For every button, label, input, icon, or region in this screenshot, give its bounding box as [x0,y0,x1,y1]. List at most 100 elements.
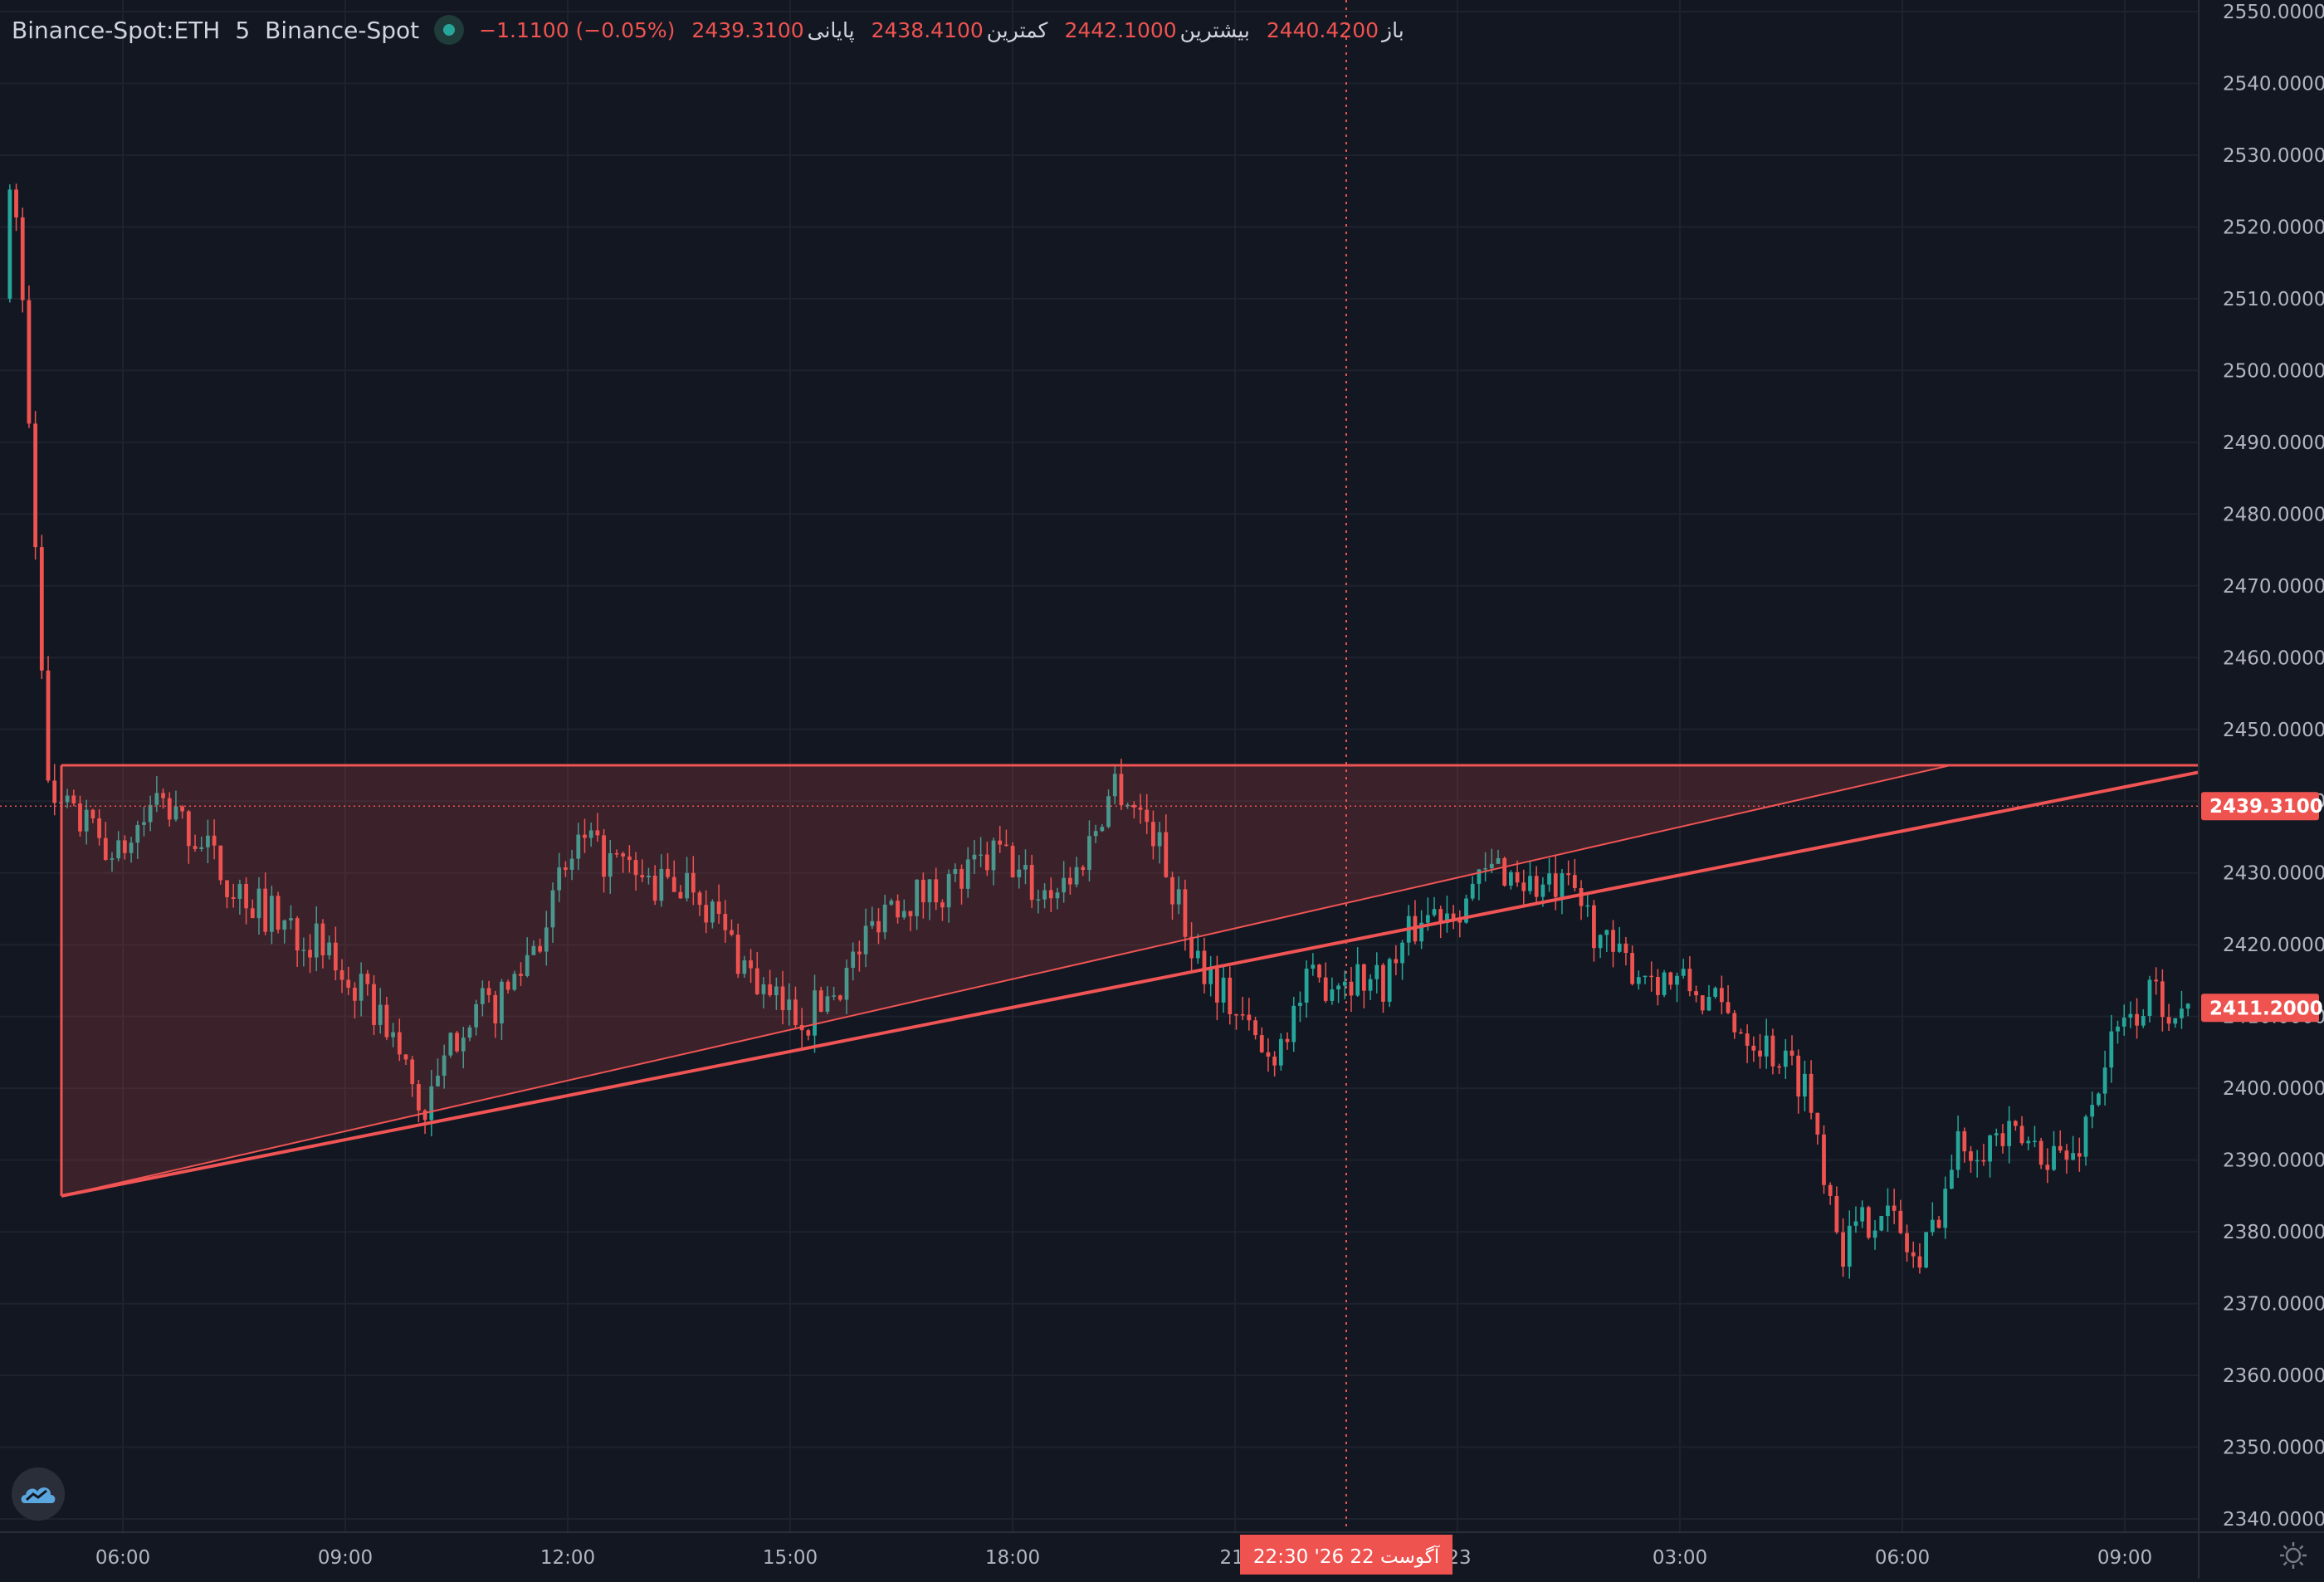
legend-exchange[interactable]: Binance-Spot [265,16,420,44]
candle [1413,900,1418,945]
candle-body [1783,1050,1788,1067]
chart-pane[interactable]: Binance-Spot:ETH 5 Binance-Spot باز 2440… [0,0,2198,1531]
time-axis[interactable]: 06:00 09:00 12:00 15:00 18:00 21: 03:00 06:00 09… [0,1531,2198,1579]
candle-body [33,423,38,548]
candle [837,994,842,1002]
candle [365,969,370,996]
candle [1656,969,1660,1006]
candle [116,831,121,862]
time-axis-scale[interactable]: 06:00 09:00 12:00 15:00 18:00 21: 03:00 06:00 09… [0,1533,2198,1579]
candle-body [1886,1205,1890,1217]
time-tick-label: 09:00 [2097,1547,2152,1569]
candle-body [2007,1121,2012,1146]
candle [2166,1003,2171,1031]
candle [1451,905,1456,930]
open-label: باز [1382,17,1404,42]
candle-body [52,780,57,803]
candle [1566,860,1571,886]
candle [1751,1036,1756,1062]
settings-sun-icon[interactable] [2279,1541,2307,1570]
candlestick-chart[interactable] [0,0,2198,1531]
ohlc-close: پایانی 2439.3100 [691,18,854,42]
candle [256,876,261,935]
candle [940,899,945,921]
candle [65,789,70,808]
candle [608,839,613,894]
candle [1125,803,1130,809]
candle-body [1911,1252,1916,1257]
candle [1323,962,1328,1003]
candle [1234,1013,1238,1030]
candle-body [2180,1008,2184,1018]
candle-body [1943,1189,1948,1228]
candle [640,859,645,882]
candle [863,908,868,968]
candle-body [1042,890,1047,900]
candle-body [754,968,759,994]
candle [2052,1130,2056,1171]
candle-body [1719,988,1724,1003]
candle [685,857,689,902]
candle-body [946,873,951,908]
candle [1611,920,1615,968]
candle-body [1425,915,1430,923]
candle-body [1643,975,1648,978]
candle [1841,1218,1845,1277]
candle [27,285,32,428]
candle [359,962,364,1017]
candle-body [256,888,261,919]
tradingview-logo-icon[interactable] [12,1467,65,1521]
candle [90,808,95,823]
candle [7,184,12,303]
candle-body [180,806,185,812]
candle-body [1361,964,1366,991]
candle [397,1018,402,1062]
candle-body [704,905,709,923]
candle [1272,1051,1277,1077]
price-axis-scale[interactable]: 2550.0000 2540.0000 2530.0000 2520.0000 2510… [2200,0,2324,1531]
support-trend-line [61,770,2198,1198]
legend-bar: Binance-Spot:ETH 5 Binance-Spot باز 2440… [12,12,1404,48]
candle-body [934,879,939,903]
candle [1081,865,1086,876]
candle [2000,1124,2005,1154]
candle-body [1323,977,1328,1001]
candle-body [1924,1232,1929,1268]
price-axis[interactable]: 2550.0000 2540.0000 2530.0000 2520.0000 2510… [2198,0,2324,1531]
candle-body [1221,977,1226,1003]
candle-body [301,950,306,951]
candle-body [2154,979,2159,982]
candle [2109,1014,2114,1083]
candle [882,895,887,940]
legend-interval[interactable]: 5 [235,16,251,44]
candle [934,867,939,911]
candle-body [1950,1169,1954,1189]
candle [710,899,715,929]
candle-body [659,868,664,901]
candle [1202,937,1207,994]
time-tick-label: 06:00 [1875,1547,1930,1569]
candle [1164,814,1169,878]
price-tick-label: 2530.0000 [2223,145,2324,167]
ohlc-high: بیشترین 2442.1000 [1064,18,1249,42]
candle [339,959,344,994]
candle-body [65,795,70,803]
candle [2026,1136,2031,1150]
legend-symbol[interactable]: Binance-Spot:ETH [12,16,221,44]
candle-body [193,846,198,850]
candle-body [863,925,868,955]
candle-body [97,818,101,838]
candle [716,884,721,924]
candle [2141,1008,2146,1028]
candle [697,890,702,916]
market-status-icon[interactable] [434,15,465,45]
candle-body [959,868,964,889]
price-tick-label: 2510.0000 [2223,289,2324,310]
candle-body [920,879,925,903]
candle [832,986,837,1001]
candle-body [972,854,977,860]
candle [237,879,242,916]
candle-body [7,189,12,299]
candle [1572,858,1577,891]
candle [621,851,626,873]
